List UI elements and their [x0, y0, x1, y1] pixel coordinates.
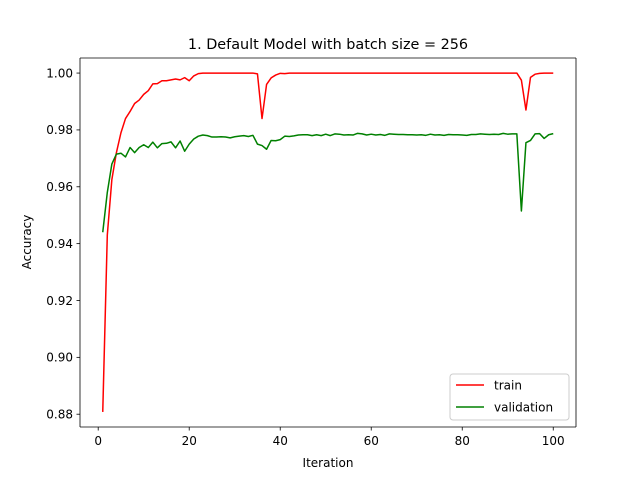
- x-tick-label: 20: [182, 434, 197, 448]
- chart-title: 1. Default Model with batch size = 256: [188, 37, 468, 53]
- plot-area: [80, 58, 576, 427]
- axes-frame: [79, 57, 577, 428]
- y-tick-label: 0.88: [46, 408, 73, 422]
- y-tick-label: 0.94: [46, 237, 73, 251]
- legend-label-train: train: [494, 379, 522, 393]
- legend: train validation: [449, 373, 570, 421]
- x-tick-label: 100: [542, 434, 565, 448]
- series-line-train: [102, 72, 554, 412]
- y-tick-label: 0.98: [46, 123, 73, 137]
- x-axis-ticks: 0 20 40 60 80 100: [94, 427, 565, 448]
- series-line-validation: [102, 132, 554, 233]
- y-tick-label: 0.92: [46, 294, 73, 308]
- x-tick-label: 60: [364, 434, 379, 448]
- y-tick-label: 0.96: [46, 180, 73, 194]
- y-axis-ticks: 0.88 0.90 0.92 0.94 0.96 0.98 1.00: [46, 66, 80, 422]
- x-tick-label: 40: [273, 434, 288, 448]
- y-tick-label: 1.00: [46, 66, 73, 80]
- y-axis-label: Accuracy: [20, 215, 34, 270]
- x-tick-label: 0: [94, 434, 102, 448]
- x-axis-label: Iteration: [303, 456, 354, 470]
- legend-label-validation: validation: [494, 401, 553, 415]
- y-tick-label: 0.90: [46, 351, 73, 365]
- x-tick-label: 80: [455, 434, 470, 448]
- series-layer: [102, 72, 554, 412]
